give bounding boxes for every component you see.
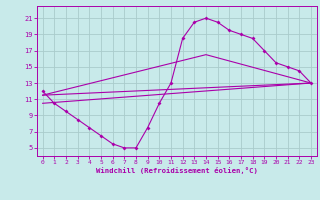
X-axis label: Windchill (Refroidissement éolien,°C): Windchill (Refroidissement éolien,°C) [96,167,258,174]
